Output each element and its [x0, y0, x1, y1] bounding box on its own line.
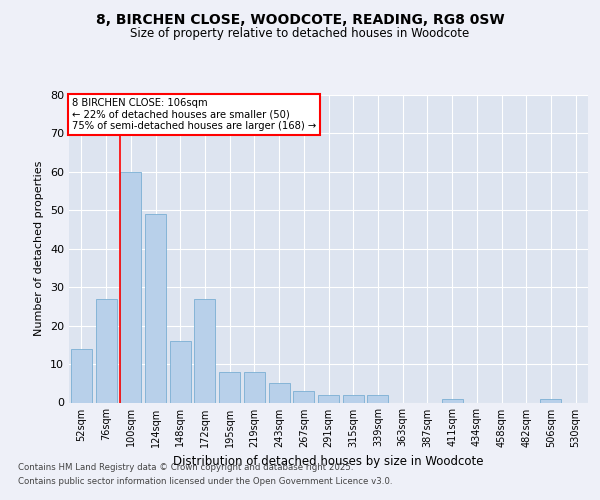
Bar: [71, 348, 92, 403]
Text: 8 BIRCHEN CLOSE: 106sqm
← 22% of detached houses are smaller (50)
75% of semi-de: 8 BIRCHEN CLOSE: 106sqm ← 22% of detache…: [71, 98, 316, 132]
Text: 8, BIRCHEN CLOSE, WOODCOTE, READING, RG8 0SW: 8, BIRCHEN CLOSE, WOODCOTE, READING, RG8…: [95, 12, 505, 26]
Bar: [293, 391, 314, 402]
Bar: [541, 398, 562, 402]
Bar: [244, 372, 265, 402]
Text: Contains HM Land Registry data © Crown copyright and database right 2025.: Contains HM Land Registry data © Crown c…: [18, 464, 353, 472]
Text: Size of property relative to detached houses in Woodcote: Size of property relative to detached ho…: [130, 28, 470, 40]
Bar: [95, 298, 116, 403]
Y-axis label: Number of detached properties: Number of detached properties: [34, 161, 44, 336]
Bar: [343, 395, 364, 402]
Bar: [367, 395, 388, 402]
Bar: [170, 341, 191, 402]
Bar: [318, 395, 339, 402]
Bar: [194, 298, 215, 403]
Bar: [145, 214, 166, 402]
X-axis label: Distribution of detached houses by size in Woodcote: Distribution of detached houses by size …: [173, 455, 484, 468]
Bar: [120, 172, 141, 402]
Bar: [442, 398, 463, 402]
Text: Contains public sector information licensed under the Open Government Licence v3: Contains public sector information licen…: [18, 477, 392, 486]
Bar: [269, 384, 290, 402]
Bar: [219, 372, 240, 402]
